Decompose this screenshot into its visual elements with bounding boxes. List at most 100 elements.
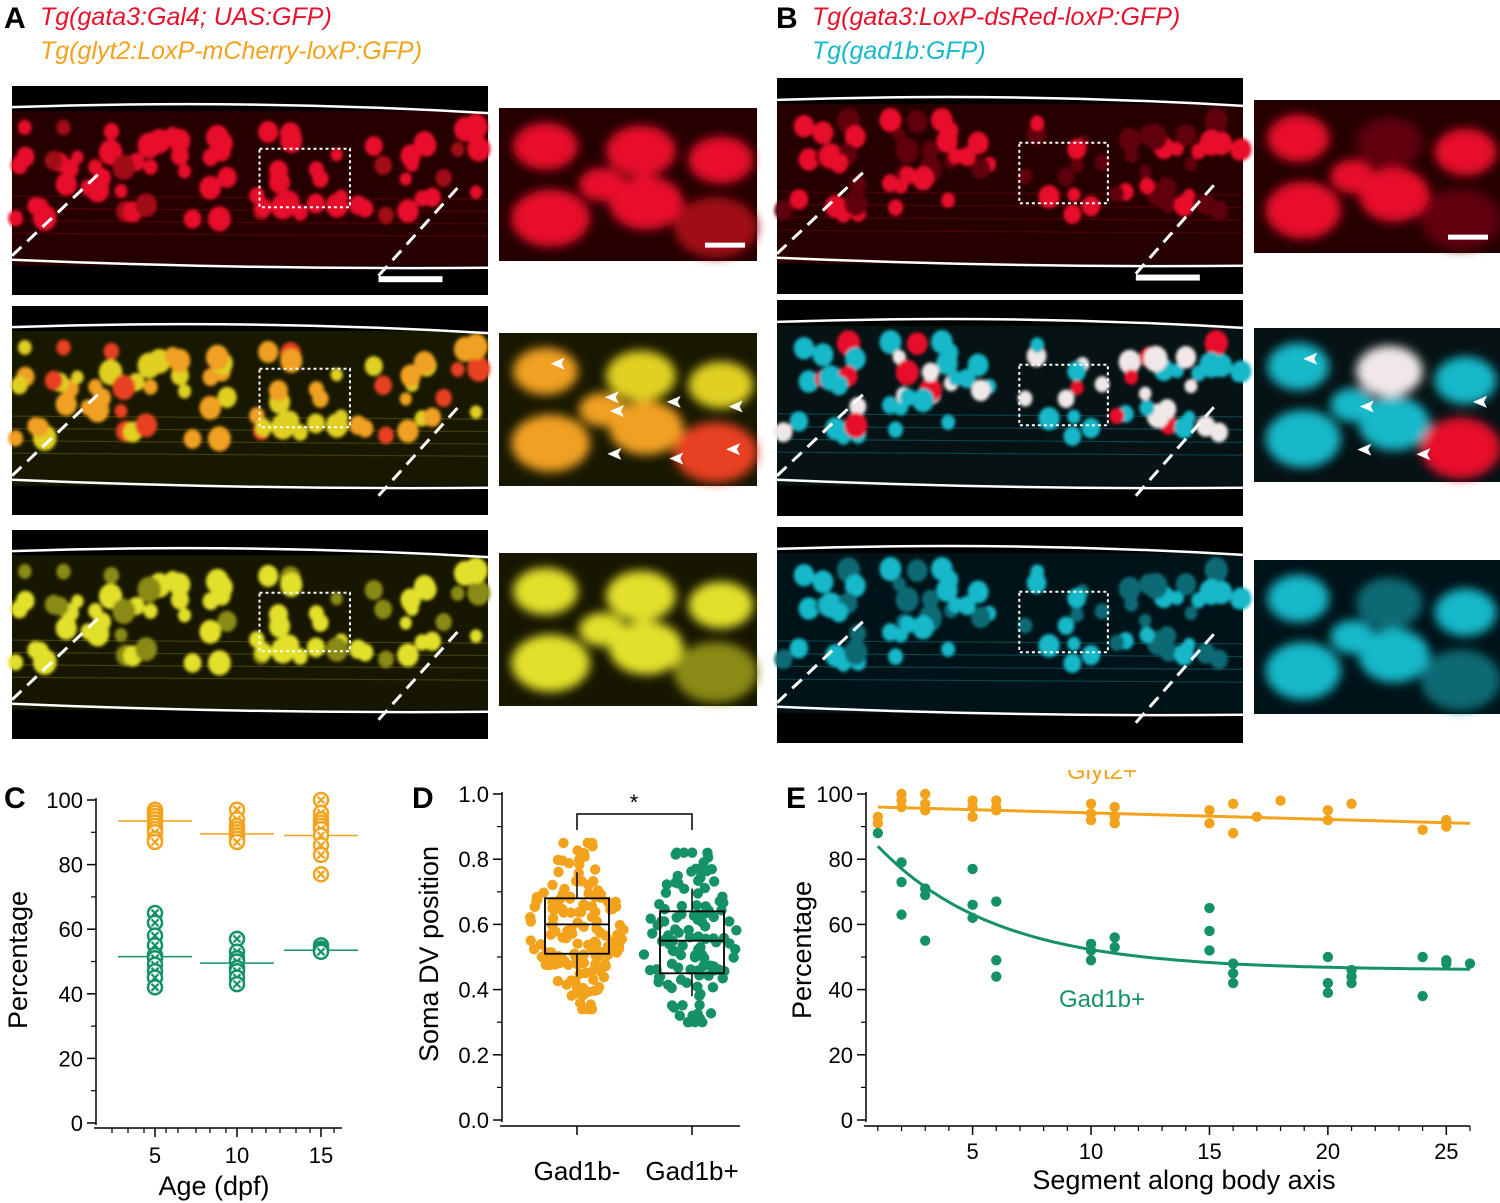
chart-d-point	[731, 925, 742, 936]
panel-a-row-2-cell	[258, 340, 279, 364]
panel-a-row-3-cell	[325, 637, 349, 662]
panel-a-row-2-cell	[177, 384, 192, 399]
chart-e-point	[1204, 818, 1215, 829]
panel-b-row-2-cell	[1067, 409, 1081, 425]
panel-a-row-3-cell	[103, 566, 120, 584]
chart-c-y-tick-label: 80	[59, 853, 83, 878]
panel-a-row-3-cell	[279, 634, 300, 657]
panel-b-row-2-zoom-cell	[1330, 388, 1375, 422]
panel-b-row-1-cell	[829, 153, 849, 174]
panel-b-row-1-cell	[1067, 139, 1086, 160]
panel-a-row-2-cell	[268, 380, 289, 402]
panel-b-row-3-cell	[1118, 576, 1141, 602]
panel-b-row-2-cell	[1204, 330, 1228, 356]
chart-d-point	[717, 973, 728, 984]
panel-a-row-1-cell	[71, 150, 84, 165]
panel-b-row-2-arrowhead	[1472, 395, 1487, 408]
panel-b-row-3-cell	[793, 563, 815, 587]
panel-b-row-3-cell	[844, 639, 868, 665]
panel-a-row-2-zoom	[499, 333, 758, 486]
panel-b-row-1-cell	[1070, 158, 1084, 174]
panel-a-row-1-cell	[56, 119, 71, 136]
panel-b-row-1-cell	[1139, 177, 1155, 195]
chart-d-significance-bracket	[576, 813, 693, 830]
panel-a-row-1-cell	[280, 128, 303, 153]
panel-b-row-2-cell	[1118, 349, 1141, 375]
panel-b-row-1-cell	[921, 140, 940, 160]
chart-e-point	[1346, 977, 1357, 989]
chart-d-point	[553, 866, 564, 878]
panel-b-row-3-cell	[1109, 634, 1125, 652]
panel-a-row-2-cell	[306, 413, 325, 434]
panel-b-row-1-cells	[774, 108, 1252, 224]
panel-b-row-1-roi-box	[1018, 141, 1109, 205]
panel-b-row-3-roi-box	[1018, 590, 1109, 654]
panel-a-row-2-cell	[18, 339, 32, 355]
panel-a-row-1-zoom-cell	[606, 125, 676, 177]
panel-b-row-3-cell	[1209, 649, 1228, 670]
panel-a-row-2-cell	[423, 407, 442, 428]
panel-a-row-3-cell	[464, 557, 488, 584]
chart-e-point	[872, 827, 884, 839]
chart-d-x-tick-label: Gad1b-	[534, 1156, 621, 1186]
chart-d-point	[562, 930, 573, 942]
panel-a-row-3-cell	[378, 650, 394, 669]
panel-b-row-1-zoom-cell	[1265, 181, 1341, 239]
chart-e-point	[1204, 805, 1215, 816]
panel-a-row-1-cell	[279, 190, 300, 213]
panel-a-row-2-overview	[8, 306, 491, 515]
chart-d-point	[661, 879, 673, 890]
chart-d-point	[541, 947, 553, 958]
panel-a-row-1-cell	[18, 119, 32, 135]
panel-b-row-2-cell	[899, 388, 916, 407]
panel-a-row-2-cell	[31, 417, 49, 437]
panel-b-row-3-cell	[899, 615, 916, 634]
panel-b-row-2-cell	[895, 359, 919, 386]
panel-b-row-1-cell	[967, 131, 989, 155]
panel-b-row-1-scale-bar	[1135, 274, 1200, 281]
chart-c-point-cross	[316, 947, 326, 957]
panel-b-row-1-cell	[1081, 195, 1101, 217]
panel-b-row-1-cell	[888, 199, 904, 216]
panel-b-row-3-cell	[1017, 617, 1033, 634]
chart-d-point	[673, 927, 684, 938]
panel-a-row-1-cell	[423, 187, 442, 208]
panel-a-row-3-cell	[71, 594, 84, 609]
panel-b-row-3-cell	[825, 644, 847, 668]
panel-b-row-3-cell	[1038, 633, 1060, 658]
panel-b-row-2-cell	[829, 375, 849, 396]
chart-d-point	[588, 974, 599, 985]
panel-b-row-2-cell	[1209, 422, 1228, 443]
panel-a-row-3-cell	[467, 580, 491, 606]
chart-e-point	[920, 889, 931, 901]
chart-d-point	[563, 858, 575, 869]
panel-a-row-1-cell	[400, 144, 421, 167]
chart-c-xlabel: Age (dpf)	[158, 1171, 269, 1201]
chart-d-point	[675, 974, 687, 985]
panel-b-row-2-cell	[793, 336, 815, 360]
chart-e-point	[1275, 795, 1286, 806]
chart-d-point	[578, 921, 589, 932]
chart-e-point	[1417, 990, 1428, 1002]
chart-e-point	[920, 935, 931, 946]
panel-a-row-1-cell	[135, 193, 158, 218]
chart-e: Percentage Segment along body axis 0 20 40…	[787, 770, 1476, 1195]
panel-b-row-3-dorsal-outline	[776, 544, 1244, 557]
panel-b-row-2-cells	[774, 330, 1252, 446]
panel-a-row-2-cell	[112, 374, 136, 400]
chart-d-point	[589, 864, 601, 875]
panel-a-row-1-cell	[413, 131, 436, 155]
chart-d-point	[558, 907, 569, 918]
chart-d-point	[724, 916, 735, 927]
panel-b-row-2-cell	[1067, 361, 1086, 382]
panel-b-row-3-zoom-cell	[1267, 574, 1330, 623]
panel-a-row-3-cell	[258, 564, 279, 588]
panel-b-row-1-cell	[1199, 129, 1223, 156]
panel-a-row-3-overview	[8, 530, 491, 739]
panel-a-row-2-cell	[397, 419, 419, 443]
panel-b-row-3-cell	[967, 580, 989, 604]
chart-d-point	[573, 868, 584, 879]
panel-b-row-1-cell	[1209, 200, 1228, 221]
panel-b-row-1-cell	[899, 166, 916, 185]
